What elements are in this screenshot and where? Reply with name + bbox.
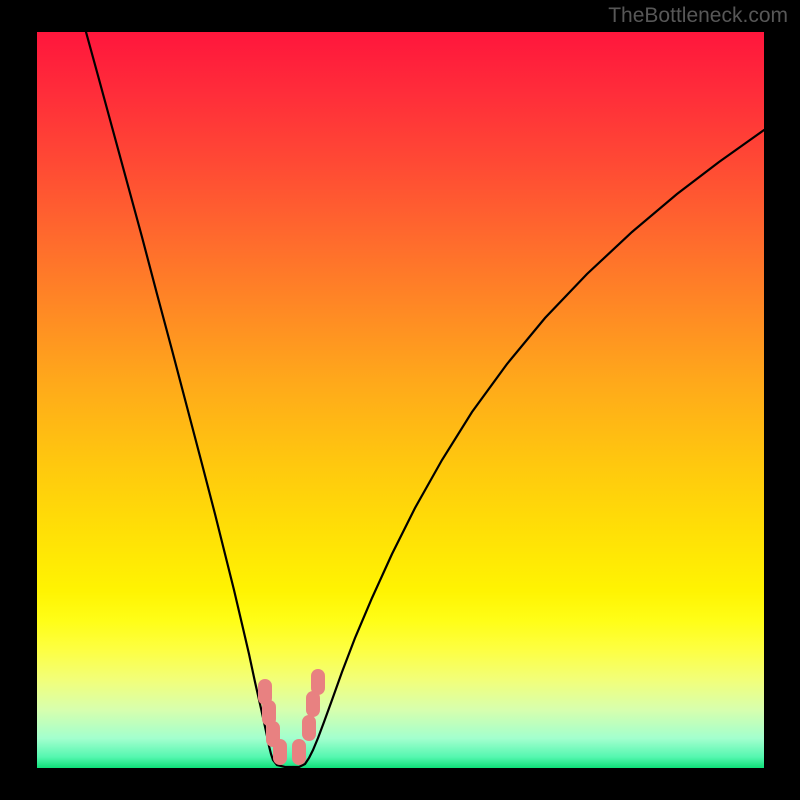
curve-layer xyxy=(37,32,764,768)
trough-marker xyxy=(292,739,306,765)
trough-marker xyxy=(302,715,316,741)
chart-frame: TheBottleneck.com xyxy=(0,0,800,800)
curve-left xyxy=(86,32,293,767)
trough-marker xyxy=(311,669,325,695)
plot-area xyxy=(37,32,764,768)
attribution-text: TheBottleneck.com xyxy=(608,4,788,28)
trough-marker xyxy=(273,739,287,765)
curve-right xyxy=(293,130,764,767)
